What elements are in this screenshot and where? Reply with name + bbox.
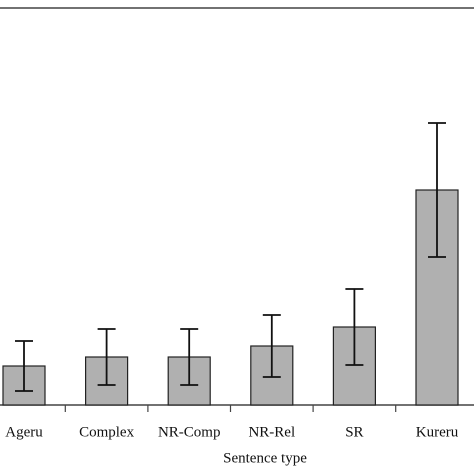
error-bar [262, 314, 281, 378]
error-bar [180, 328, 199, 386]
error-bar [345, 288, 364, 366]
x-tick-label: Ageru [5, 424, 43, 440]
x-tick-label: NR-Rel [248, 424, 295, 440]
x-tick-label: Kureru [416, 424, 459, 440]
error-bar [97, 328, 116, 386]
x-tick-label: NR-Comp [158, 424, 221, 440]
error-bar [428, 122, 446, 258]
error-bar [15, 340, 33, 392]
x-tick-label: Complex [79, 424, 134, 440]
x-tick-label: SR [345, 424, 363, 440]
x-axis-label: Sentence type [223, 450, 307, 466]
